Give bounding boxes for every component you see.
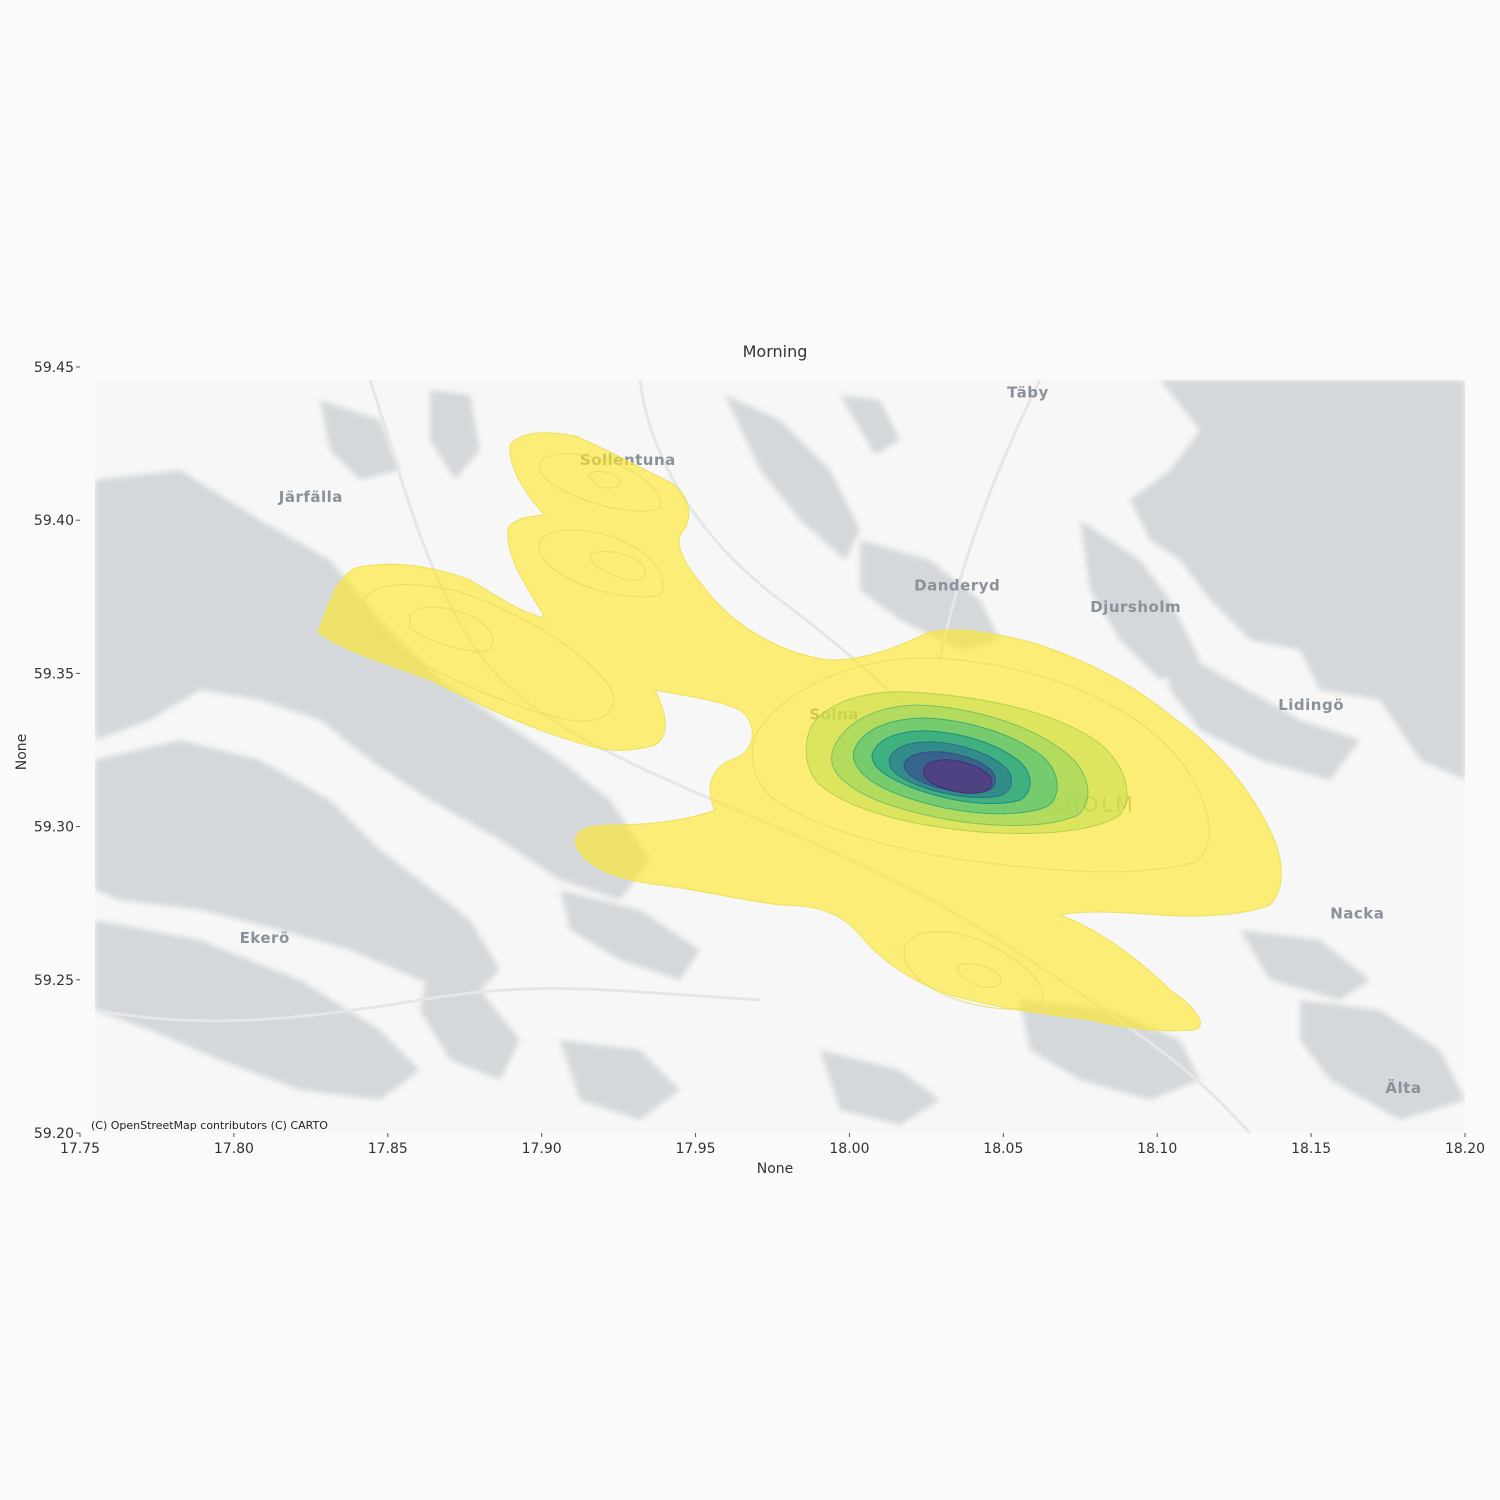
basemap-water — [95, 380, 1465, 1125]
x-tick-label: 18.20 — [1445, 1141, 1485, 1157]
x-axis: 17.75 17.80 17.85 17.90 17.95 18.00 18.05 18.10… — [60, 1133, 1485, 1157]
y-tick-label: 59.30 — [34, 820, 74, 836]
y-tick-label: 59.40 — [34, 513, 74, 529]
density-contours — [317, 432, 1282, 1032]
map-place-label: Nacka — [1330, 905, 1384, 923]
y-tick-label: 59.20 — [34, 1126, 74, 1142]
y-tick-label: 59.35 — [34, 666, 74, 682]
x-tick-label: 17.90 — [522, 1141, 562, 1157]
x-tick-label: 17.75 — [60, 1141, 100, 1157]
density-level-1 — [317, 432, 1282, 1032]
map-attribution: (C) OpenStreetMap contributors (C) CARTO — [91, 1119, 328, 1132]
map-place-label: Danderyd — [914, 577, 1000, 595]
density-level-1-rings — [363, 453, 1210, 1010]
map-place-label: Järfälla — [278, 488, 343, 506]
map-place-label: Ekerö — [240, 929, 290, 947]
y-axis: 59.20 59.25 59.30 59.35 59.40 59.45 — [34, 360, 80, 1142]
map-place-label: Magelungen — [1074, 1174, 1148, 1188]
y-tick-label: 59.45 — [34, 360, 74, 376]
y-tick-label: 59.25 — [34, 973, 74, 989]
x-axis-label: None — [757, 1161, 794, 1177]
x-tick-label: 17.95 — [676, 1141, 716, 1157]
map-place-label: Älta — [1385, 1078, 1421, 1097]
basemap: TäbySollentunaJärfällaDanderydDjursholmL… — [55, 380, 1465, 1299]
map-place-label: Botkyrka — [55, 1242, 135, 1260]
x-tick-label: 18.00 — [829, 1141, 869, 1157]
map-place-label: Täby — [1007, 384, 1049, 402]
x-tick-label: 18.10 — [1137, 1141, 1177, 1157]
x-tick-label: 18.05 — [983, 1141, 1023, 1157]
x-tick-label: 18.15 — [1291, 1141, 1331, 1157]
map-place-label: Tumba — [312, 1281, 370, 1299]
x-tick-label: 17.80 — [214, 1141, 254, 1157]
y-axis-label: None — [14, 734, 30, 771]
map-place-label: Lidingö — [1278, 696, 1344, 714]
map-place-label: Drevviken — [1327, 1189, 1388, 1203]
x-tick-label: 17.85 — [368, 1141, 408, 1157]
map-place-label: Djursholm — [1090, 598, 1181, 616]
density-level-8 — [923, 759, 993, 794]
chart-title: Morning — [743, 342, 808, 361]
